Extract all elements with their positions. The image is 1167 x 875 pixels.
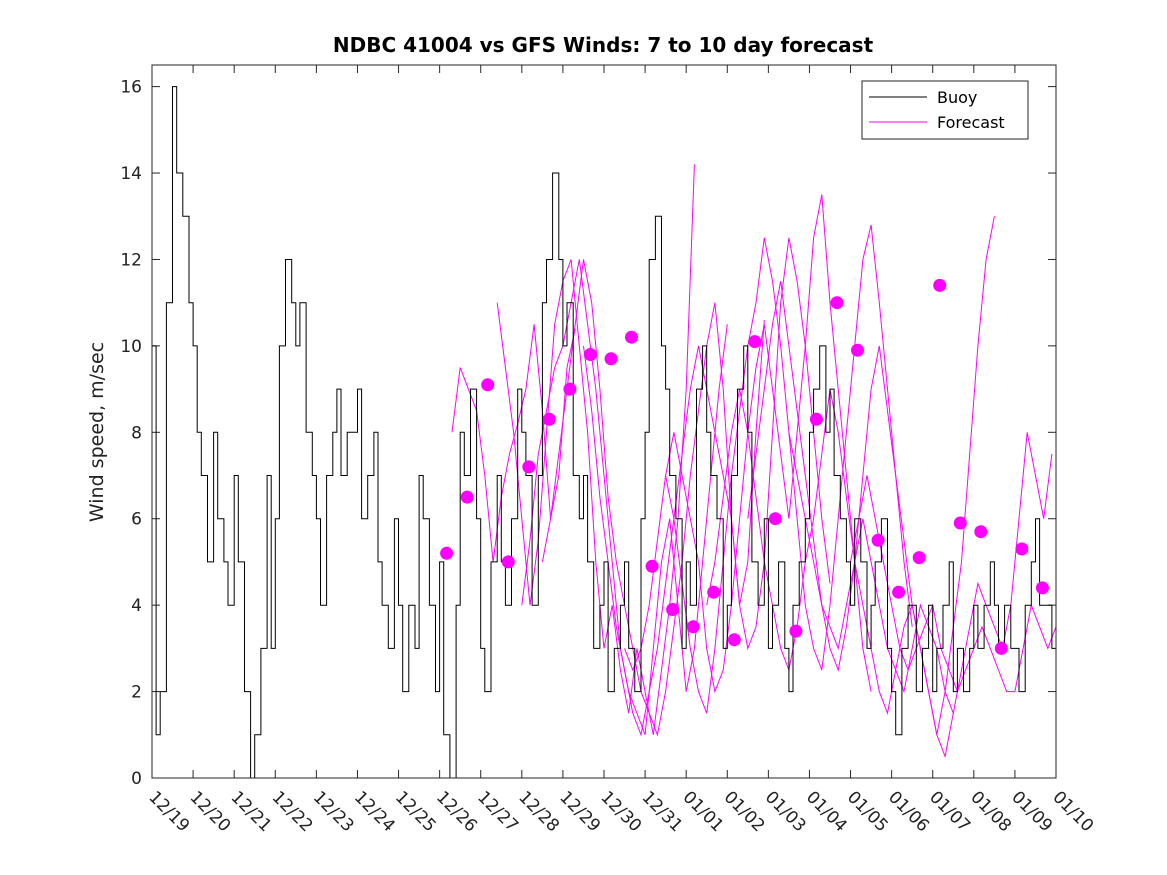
forecast-marker (604, 352, 618, 366)
legend-box (861, 80, 1029, 140)
forecast-marker (563, 382, 577, 396)
forecast-marker (789, 624, 803, 638)
x-tick-label: 01/01 (679, 787, 728, 836)
x-tick-label: 12/21 (227, 787, 276, 836)
forecast-marker (625, 330, 638, 344)
legend-forecast-label: Forecast (937, 113, 1005, 132)
legend-buoy-label: Buoy (937, 88, 977, 107)
forecast-series-line (788, 432, 1053, 716)
y-tick-label: 16 (120, 78, 142, 98)
x-tick-label: 12/27 (473, 787, 522, 836)
x-tick-label: 12/31 (638, 787, 687, 836)
forecast-marker (748, 335, 762, 349)
forecast-marker (933, 278, 947, 292)
forecast-markers (440, 278, 1049, 655)
forecast-marker (953, 516, 967, 530)
x-tick-label: 12/19 (144, 787, 193, 836)
forecast-marker (440, 546, 454, 560)
forecast-marker (666, 603, 680, 616)
plot-area (152, 65, 1056, 778)
x-tick-label: 01/08 (966, 787, 1015, 836)
forecast-marker (892, 585, 906, 599)
x-tick-label: 12/23 (309, 787, 358, 836)
forecast-marker (912, 551, 926, 565)
forecast-series-line (541, 259, 765, 737)
x-tick-label: 01/05 (843, 787, 892, 836)
y-tick-label: 2 (131, 683, 142, 703)
forecast-marker (522, 460, 536, 474)
forecast-marker (645, 559, 659, 573)
buoy-series-line (152, 86, 1057, 779)
forecast-marker (686, 620, 700, 634)
x-tick-label: 01/04 (802, 787, 851, 836)
x-tick-label: 12/20 (186, 787, 235, 836)
x-tick-label: 12/28 (514, 787, 563, 836)
forecast-marker (809, 412, 823, 426)
x-tick-label: 01/06 (884, 787, 933, 836)
x-tick-label: 12/26 (432, 787, 481, 836)
forecast-marker (994, 641, 1008, 655)
forecast-marker (974, 525, 988, 539)
x-tick-label: 12/29 (555, 787, 604, 836)
forecast-marker (830, 296, 844, 310)
forecast-marker (460, 490, 474, 504)
y-tick-label: 4 (131, 596, 142, 616)
forecast-marker (583, 348, 597, 361)
y-tick-label: 12 (120, 250, 142, 270)
chart-title: NDBC 41004 vs GFS Winds: 7 to 10 day for… (333, 33, 874, 57)
forecast-marker (707, 585, 721, 599)
forecast-marker (871, 533, 885, 547)
plot-frame (151, 64, 1057, 779)
x-tick-label: 01/09 (1007, 787, 1056, 836)
buoy-line (152, 86, 1057, 779)
x-tick-label: 12/25 (391, 787, 440, 836)
forecast-marker (501, 555, 515, 569)
x-tick-label: 01/07 (925, 787, 974, 836)
forecast-series-line (451, 324, 576, 562)
x-tick-label: 01/02 (720, 787, 769, 836)
x-tick-label: 01/03 (761, 787, 810, 836)
y-tick-label: 8 (131, 423, 142, 443)
x-tick-label: 12/30 (596, 787, 645, 836)
y-tick-label: 0 (131, 769, 142, 789)
y-axis-label: Wind speed, m/sec (86, 342, 108, 522)
x-tick-label: 12/22 (268, 787, 317, 836)
legend: Buoy Forecast (861, 80, 1029, 140)
forecast-marker (851, 343, 864, 357)
y-tick-label: 6 (131, 510, 142, 530)
y-tick-label: 14 (120, 164, 142, 184)
forecast-marker (481, 378, 495, 392)
y-axis-ticks: 0 2 4 6 8 10 12 14 16 (120, 78, 1056, 789)
forecast-marker (727, 633, 741, 647)
forecast-marker (768, 512, 782, 526)
x-tick-label: 01/10 (1048, 787, 1097, 836)
forecast-marker (1035, 581, 1049, 595)
forecast-marker (542, 412, 556, 426)
forecast-marker (1015, 542, 1029, 556)
x-tick-label: 12/24 (350, 787, 399, 836)
forecast-series-line (496, 164, 695, 735)
y-tick-label: 10 (120, 337, 142, 357)
